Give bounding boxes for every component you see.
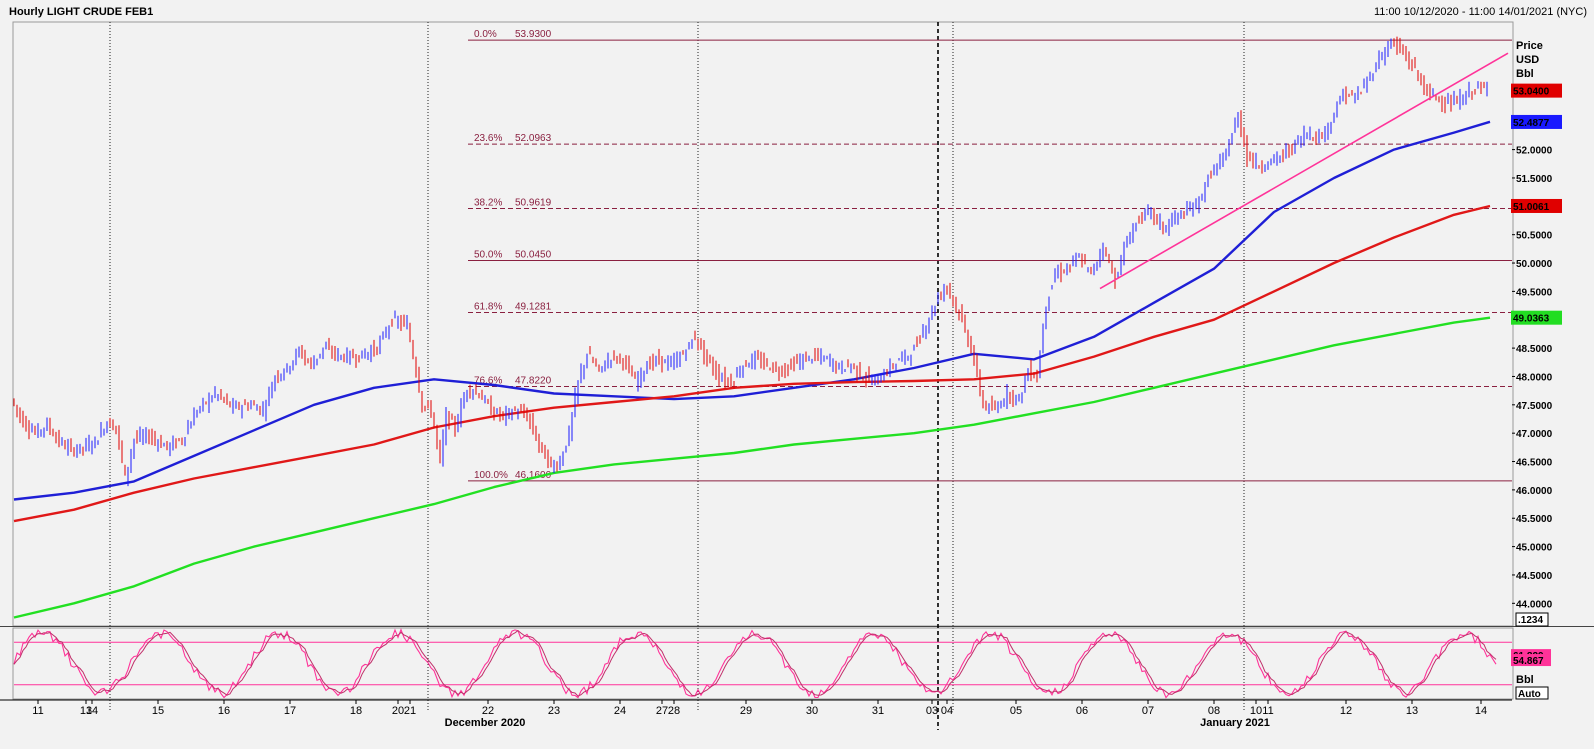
ma-green-line xyxy=(13,316,1491,619)
y-tick-label: 50.5000 xyxy=(1516,231,1553,242)
price-scale-label-price: Price xyxy=(1516,40,1543,52)
fib-level-price: 47.8220 xyxy=(515,376,552,387)
x-tick-label: 12 xyxy=(1340,705,1352,717)
y-tick-label: 47.0000 xyxy=(1516,429,1553,440)
y-tick-label: 50.0000 xyxy=(1516,259,1553,270)
price-scale-label-usd: USD xyxy=(1516,54,1539,66)
y-tick-label: 45.0000 xyxy=(1516,543,1553,554)
x-tick-label: 21 xyxy=(404,705,416,717)
fib-level-percent: 23.6% xyxy=(474,133,502,144)
scale-box[interactable] xyxy=(1515,612,1549,627)
month-label-december: December 2020 xyxy=(445,717,526,729)
x-tick-label: 20 xyxy=(392,705,404,717)
x-tick-label: 28 xyxy=(668,705,680,717)
x-tick-label: 14 xyxy=(86,705,98,717)
stochastic-d-line xyxy=(13,629,1497,697)
x-tick-label: 11 xyxy=(32,705,43,717)
x-tick-label: 07 xyxy=(1142,705,1154,717)
y-tick-label: 44.0000 xyxy=(1516,599,1553,610)
current-value-box xyxy=(1511,310,1562,325)
scale-box-label: .1234 xyxy=(1518,615,1543,626)
x-tick-label: 15 xyxy=(152,705,164,717)
month-label-january: January 2021 xyxy=(1200,717,1270,729)
y-tick-label: 51.5000 xyxy=(1516,174,1553,185)
y-tick-label: 49.5000 xyxy=(1516,287,1553,298)
fib-level-price: 50.0450 xyxy=(515,249,552,260)
fib-level-price: 49.1281 xyxy=(515,301,552,312)
y-tick-label: 48.0000 xyxy=(1516,372,1553,383)
x-tick-label: 06 xyxy=(1076,705,1088,717)
x-tick-label: 03 xyxy=(926,705,938,717)
fib-level-price: 53.9300 xyxy=(515,29,552,40)
x-tick-label: 13 xyxy=(80,705,92,717)
x-tick-label: 05 xyxy=(1010,705,1022,717)
auto-scale-label: Auto xyxy=(1518,689,1541,700)
x-tick-label: 31 xyxy=(872,705,884,717)
x-tick-label: 04 xyxy=(941,705,953,717)
fib-level-percent: 50.0% xyxy=(474,249,502,260)
x-tick-label: 27 xyxy=(656,705,668,717)
fib-level-percent: 76.6% xyxy=(474,376,502,387)
moving-average-layer xyxy=(13,120,1491,619)
fib-level-price: 52.0963 xyxy=(515,133,552,144)
fib-level-price: 46.1600 xyxy=(515,470,552,481)
price-scale-label-unit: Bbl xyxy=(1516,68,1534,80)
y-tick-label: 46.5000 xyxy=(1516,458,1553,469)
x-tick-label: 13 xyxy=(1406,705,1418,717)
x-tick-label: 23 xyxy=(548,705,560,717)
y-tick-label: 47.5000 xyxy=(1516,401,1553,412)
x-tick-label: 10 xyxy=(1250,705,1262,717)
oscillator-unit-label: Bbl xyxy=(1516,674,1534,686)
current-value-label: 53.0400 xyxy=(1513,87,1550,98)
x-tick-label: 08 xyxy=(1208,705,1220,717)
fib-level-price: 50.9619 xyxy=(515,197,552,208)
oscillator-value-label: 54.867 xyxy=(1513,656,1544,667)
current-value-box xyxy=(1511,198,1562,213)
fib-level-percent: 61.8% xyxy=(474,301,502,312)
oscillator-value-box xyxy=(1511,654,1551,667)
x-tick-label: 16 xyxy=(218,705,230,717)
y-tick-label: 45.5000 xyxy=(1516,514,1553,525)
current-value-label: 52.4877 xyxy=(1513,118,1550,129)
current-value-box xyxy=(1511,114,1562,129)
x-tick-label: 24 xyxy=(614,705,626,717)
x-tick-label: 30 xyxy=(806,705,818,717)
current-value-box xyxy=(1511,83,1562,98)
oscillator-layer xyxy=(13,628,1512,699)
x-tick-label: 14 xyxy=(1475,705,1487,717)
chart-title: Hourly LIGHT CRUDE FEB1 xyxy=(9,6,153,18)
x-tick-label: 29 xyxy=(740,705,752,717)
y-tick-label: 46.0000 xyxy=(1516,486,1553,497)
fib-level-percent: 38.2% xyxy=(474,197,502,208)
current-value-label: 49.0363 xyxy=(1513,314,1550,325)
ma-blue-line xyxy=(13,120,1491,501)
candles-layer xyxy=(13,36,1488,487)
date-range: 11:00 10/12/2020 - 11:00 14/01/2021 (NYC… xyxy=(1374,6,1587,18)
ma-red-line xyxy=(13,204,1491,523)
x-tick-label: 17 xyxy=(284,705,296,717)
trendline[interactable] xyxy=(1099,52,1509,290)
current-value-label: 51.0061 xyxy=(1513,202,1550,213)
trendline-layer xyxy=(1099,52,1509,290)
x-tick-label: 22 xyxy=(482,705,494,717)
y-tick-label: 52.0000 xyxy=(1516,146,1553,157)
x-tick-label: 11 xyxy=(1262,705,1273,717)
auto-scale-box[interactable] xyxy=(1515,686,1549,700)
fib-level-percent: 0.0% xyxy=(474,29,497,40)
stochastic-k-line xyxy=(13,628,1497,699)
y-tick-label: 48.5000 xyxy=(1516,344,1553,355)
x-tick-label: 18 xyxy=(350,705,362,717)
y-tick-label: 44.5000 xyxy=(1516,571,1553,582)
fib-level-percent: 100.0% xyxy=(474,470,508,481)
